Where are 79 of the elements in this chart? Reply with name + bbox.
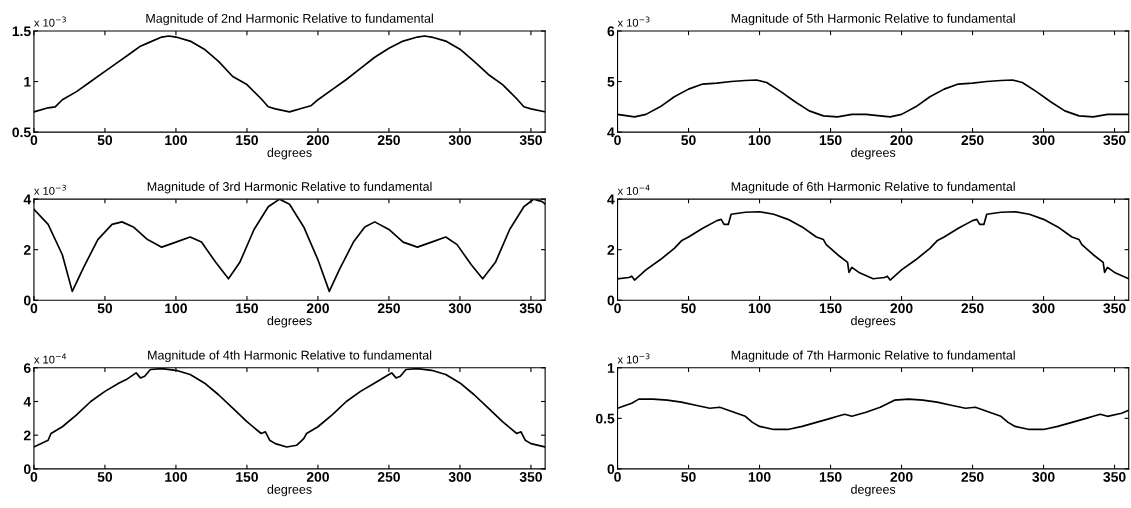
- x-tick-label: 300: [448, 472, 471, 482]
- y-tick-label: 6: [23, 363, 31, 373]
- x-tick-label: 100: [165, 472, 187, 482]
- x-tick-label: 300: [448, 135, 471, 146]
- x-tick-label: 50: [681, 472, 696, 482]
- x-axis-title: degrees: [267, 315, 312, 328]
- text: x 10$^{−3}$: [34, 184, 66, 195]
- x-tick-label: 250: [961, 472, 984, 482]
- y-tick-label: 2: [607, 245, 615, 255]
- x-tick-label: 150: [819, 472, 842, 482]
- x-tick-label: 200: [306, 472, 329, 482]
- x-tick-label: 50: [97, 135, 113, 146]
- x-tick-label: 250: [961, 303, 984, 314]
- x-tick-label: 350: [1103, 303, 1126, 314]
- y-tick-label: 0: [607, 295, 615, 306]
- x-tick-label: 150: [819, 303, 842, 314]
- x-tick-label: 100: [748, 135, 771, 146]
- text: x 10$^{−3}$: [617, 16, 650, 27]
- x-tick-label: 350: [519, 472, 542, 482]
- x-axis-title: degrees: [851, 484, 896, 497]
- x-axis-title: degrees: [267, 484, 312, 497]
- y-tick-label: 1.5: [12, 26, 31, 37]
- chart-title: Magnitude of 5th Harmonic Relative to fundamental: [731, 13, 1015, 26]
- x-tick-label: 350: [519, 303, 542, 314]
- x-tick-label: 300: [1032, 472, 1055, 482]
- x-tick-label: 350: [1103, 472, 1126, 482]
- x-axis-title: degrees: [851, 147, 896, 160]
- x-tick-label: 250: [377, 303, 400, 314]
- text: x 10$^{−4}$: [617, 184, 650, 195]
- text: x 10$^{−4}$: [34, 353, 67, 364]
- x-tick-label: 100: [165, 303, 187, 314]
- y-tick-label: 5: [607, 77, 615, 87]
- x-tick-label: 200: [890, 303, 913, 314]
- x-tick-label: 100: [748, 303, 771, 314]
- x-tick-label: 100: [165, 135, 187, 146]
- chart-title: Magnitude of 6th Harmonic Relative to fundamental: [731, 181, 1015, 194]
- x-tick-label: 250: [377, 135, 400, 146]
- y-tick-label: 2: [23, 245, 31, 255]
- x-tick-label: 200: [306, 303, 329, 314]
- chart-title: Magnitude of 7th Harmonic Relative to fundamental: [731, 350, 1015, 363]
- y-tick-label: 0: [23, 295, 31, 306]
- x-tick-label: 300: [1032, 303, 1055, 314]
- y-tick-label: 0: [607, 464, 615, 475]
- x-tick-label: 200: [890, 135, 913, 146]
- x-tick-label: 50: [97, 472, 113, 482]
- x-tick-label: 150: [236, 303, 258, 314]
- x-tick-label: 50: [681, 303, 696, 314]
- x-tick-label: 150: [236, 135, 258, 146]
- x-tick-label: 200: [890, 472, 913, 482]
- text: x 10$^{−3}$: [34, 16, 66, 27]
- y-tick-label: 6: [607, 26, 615, 37]
- x-tick-label: 50: [97, 303, 113, 314]
- x-tick-label: 350: [1103, 135, 1126, 146]
- x-tick-label: 350: [519, 135, 542, 146]
- y-tick-label: 0.5: [595, 413, 615, 424]
- y-tick-label: 1: [24, 77, 31, 87]
- x-tick-label: 100: [748, 472, 771, 482]
- x-tick-label: 250: [961, 135, 984, 146]
- x-tick-label: 150: [819, 135, 842, 146]
- x-axis-title: degrees: [851, 315, 896, 328]
- chart-title: Magnitude of 3rd Harmonic Relative to fundamental: [147, 181, 432, 194]
- x-axis-title: degrees: [267, 147, 312, 160]
- x-tick-label: 200: [306, 135, 329, 146]
- y-tick-label: 4: [23, 396, 32, 407]
- x-tick-label: 50: [681, 135, 696, 146]
- y-tick-label: 4: [607, 127, 615, 138]
- chart-title: Magnitude of 4th Harmonic Relative to fundamental: [148, 350, 432, 363]
- x-tick-label: 250: [377, 472, 400, 482]
- x-tick-label: 150: [236, 472, 258, 482]
- x-tick-label: 300: [448, 303, 471, 314]
- y-tick-label: 0: [23, 464, 31, 475]
- y-tick-label: 0.5: [12, 127, 31, 138]
- y-tick-label: 4: [23, 194, 32, 205]
- y-tick-label: 4: [607, 194, 615, 205]
- text: x 10$^{−3}$: [617, 353, 650, 364]
- chart-title: Magnitude of 2nd Harmonic Relative to fundamental: [146, 13, 433, 26]
- y-tick-label: 1: [607, 363, 615, 373]
- y-tick-label: 2: [23, 430, 31, 441]
- x-tick-label: 300: [1032, 135, 1055, 146]
